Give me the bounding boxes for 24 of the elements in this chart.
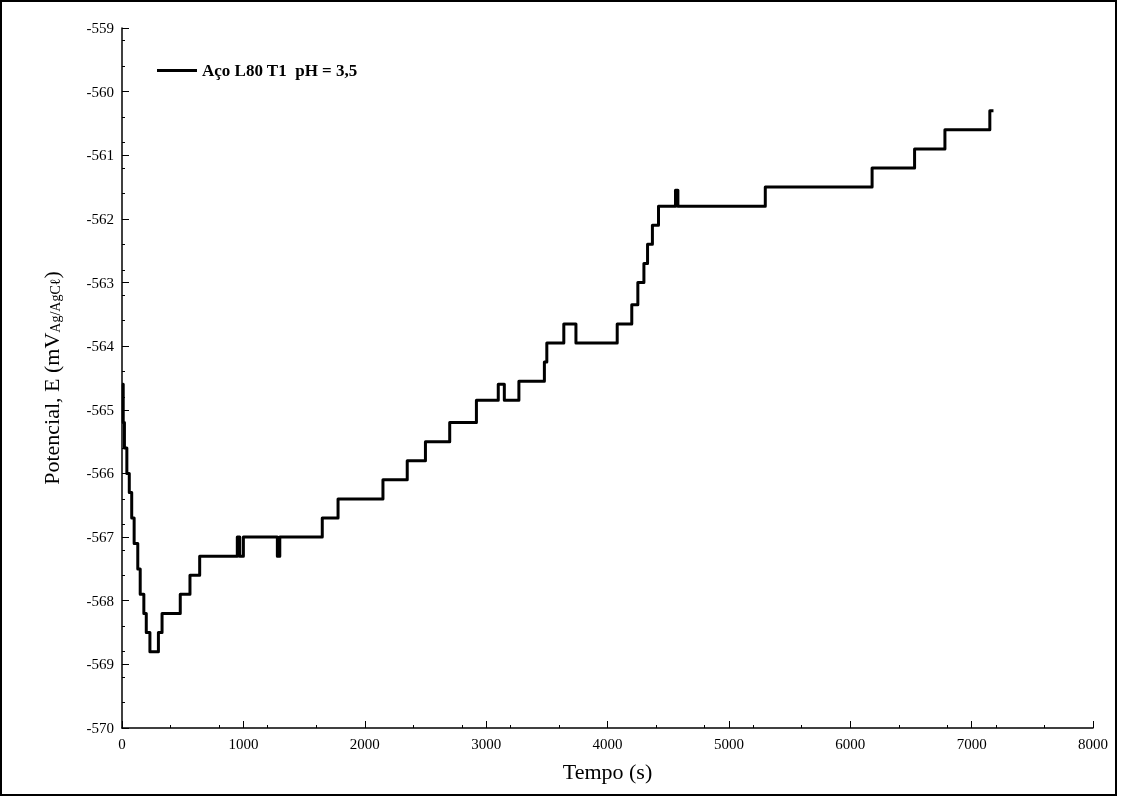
y-tick-label: -569	[86, 656, 114, 673]
x-tick-label: 6000	[835, 735, 866, 752]
y-axis-title: Potencial, E (mVAg/AgCℓ)	[38, 271, 64, 485]
y-tick-label: -567	[86, 529, 115, 546]
x-tick-label: 1000	[228, 735, 259, 752]
y-tick-label: -563	[86, 274, 114, 291]
y-tick-label: -568	[86, 592, 114, 609]
x-tick-label: 7000	[956, 735, 987, 752]
y-tick-label: -561	[86, 147, 114, 164]
y-tick-label: -560	[86, 83, 114, 100]
y-tick-label: -559	[86, 20, 114, 36]
x-tick-label: 8000	[1078, 735, 1108, 752]
y-tick-label: -570	[86, 720, 114, 736]
x-axis-title: Tempo (s)	[562, 758, 653, 784]
y-tick-label: -562	[86, 210, 114, 227]
x-tick-label: 2000	[349, 735, 380, 752]
x-tick-label: 5000	[713, 735, 744, 752]
y-tick-label: -565	[86, 401, 114, 418]
x-tick-label: 4000	[592, 735, 623, 752]
x-tick-label: 0	[118, 735, 126, 752]
y-tick-label: -564	[86, 338, 115, 355]
x-tick-label: 3000	[471, 735, 502, 752]
legend-label: Aço L80 T1 pH = 3,5	[202, 61, 358, 80]
y-tick-label: -566	[86, 465, 115, 482]
